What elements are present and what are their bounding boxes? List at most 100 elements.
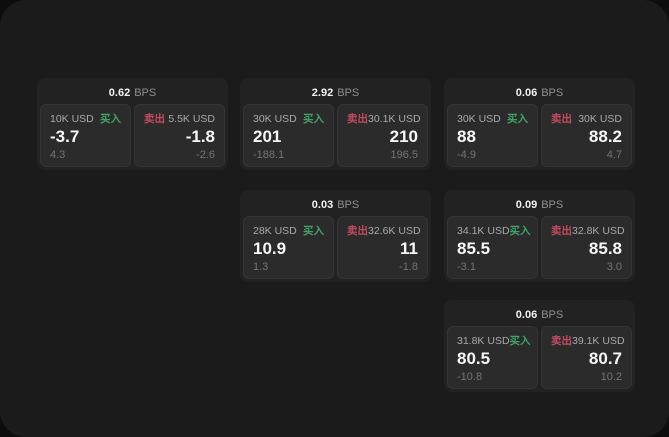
sell-tag: 卖出 [347, 225, 368, 237]
sell-price: 85.8 [588, 239, 622, 258]
buy-price: 10.9 [253, 239, 287, 258]
buy-price: 201 [253, 127, 282, 146]
bps-header: 0.03 BPS [243, 193, 428, 216]
buy-amount: 31.8K USD [457, 335, 510, 347]
buy-pane-top: 30K USD 买入 [253, 111, 324, 126]
sell-delta: -1.8 [399, 261, 418, 273]
card-body: 31.8K USD 买入 80.5 -10.8 卖出 39.1K USD 80.… [447, 326, 632, 389]
buy-amount: 34.1K USD [457, 225, 510, 237]
sell-delta: 4.7 [606, 149, 622, 161]
sell-pane-top: 卖出 30K USD [551, 111, 622, 126]
buy-delta: -4.9 [457, 149, 476, 161]
buy-amount: 10K USD [50, 113, 94, 125]
bps-value: 0.09 [515, 198, 538, 211]
buy-delta: -3.1 [457, 261, 476, 273]
sell-delta: 196.5 [390, 149, 418, 161]
sell-tag: 卖出 [551, 113, 572, 125]
sell-tag: 卖出 [551, 225, 572, 237]
buy-delta: 4.3 [50, 149, 66, 161]
buy-delta: 1.3 [253, 261, 269, 273]
bps-unit-label: BPS [541, 86, 564, 99]
sell-pane-top: 卖出 32.6K USD [347, 223, 421, 238]
sell-amount: 5.5K USD [168, 113, 215, 125]
card-body: 34.1K USD 买入 85.5 -3.1 卖出 32.8K USD 85.8… [447, 216, 632, 279]
buy-amount: 30K USD [253, 113, 297, 125]
bps-value: 0.62 [108, 86, 131, 99]
bps-header: 0.06 BPS [447, 81, 632, 104]
bps-unit-label: BPS [541, 198, 564, 211]
sell-price: 88.2 [588, 127, 622, 146]
sell-pane[interactable]: 卖出 32.6K USD 11 -1.8 [337, 216, 428, 279]
buy-pane[interactable]: 30K USD 买入 88 -4.9 [447, 104, 538, 167]
buy-delta: -188.1 [253, 149, 285, 161]
bps-unit-label: BPS [541, 308, 564, 321]
sell-pane[interactable]: 卖出 39.1K USD 80.7 10.2 [541, 326, 632, 389]
sell-pane[interactable]: 卖出 5.5K USD -1.8 -2.6 [134, 104, 225, 167]
card-body: 28K USD 买入 10.9 1.3 卖出 32.6K USD 11 -1.8 [243, 216, 428, 279]
sell-pane-top: 卖出 5.5K USD [144, 111, 215, 126]
sell-pane-top: 卖出 39.1K USD [551, 333, 625, 348]
buy-pane[interactable]: 31.8K USD 买入 80.5 -10.8 [447, 326, 538, 389]
buy-pane-top: 30K USD 买入 [457, 111, 528, 126]
bps-header: 0.06 BPS [447, 303, 632, 326]
buy-pane-top: 28K USD 买入 [253, 223, 324, 238]
buy-tag: 买入 [100, 113, 121, 125]
buy-pane[interactable]: 10K USD 买入 -3.7 4.3 [40, 104, 131, 167]
quote-card: 0.09 BPS 34.1K USD 买入 85.5 -3.1 卖出 32.8K… [444, 190, 635, 282]
sell-amount: 30.1K USD [368, 113, 421, 125]
buy-delta: -10.8 [457, 371, 483, 383]
sell-amount: 32.6K USD [368, 225, 421, 237]
sell-tag: 卖出 [347, 113, 368, 125]
sell-delta: 3.0 [606, 261, 622, 273]
buy-amount: 30K USD [457, 113, 501, 125]
buy-pane[interactable]: 30K USD 买入 201 -188.1 [243, 104, 334, 167]
sell-tag: 卖出 [551, 335, 572, 347]
buy-pane-top: 10K USD 买入 [50, 111, 121, 126]
bps-header: 0.62 BPS [40, 81, 225, 104]
buy-pane-top: 31.8K USD 买入 [457, 333, 531, 348]
sell-amount: 39.1K USD [572, 335, 625, 347]
quote-card: 0.03 BPS 28K USD 买入 10.9 1.3 卖出 32.6K US… [240, 190, 431, 282]
sell-tag: 卖出 [144, 113, 165, 125]
buy-tag: 买入 [303, 225, 324, 237]
buy-price: 80.5 [457, 349, 491, 368]
sell-amount: 32.8K USD [572, 225, 625, 237]
card-body: 30K USD 买入 201 -188.1 卖出 30.1K USD 210 1… [243, 104, 428, 167]
buy-price: -3.7 [50, 127, 80, 146]
buy-pane[interactable]: 34.1K USD 买入 85.5 -3.1 [447, 216, 538, 279]
quote-card: 2.92 BPS 30K USD 买入 201 -188.1 卖出 30.1K … [240, 78, 431, 170]
sell-pane-top: 卖出 30.1K USD [347, 111, 421, 126]
buy-pane-top: 34.1K USD 买入 [457, 223, 531, 238]
bps-header: 0.09 BPS [447, 193, 632, 216]
bps-header: 2.92 BPS [243, 81, 428, 104]
sell-pane[interactable]: 卖出 32.8K USD 85.8 3.0 [541, 216, 632, 279]
bps-unit-label: BPS [134, 86, 157, 99]
bps-value: 0.06 [515, 86, 538, 99]
sell-price: 80.7 [588, 349, 622, 368]
sell-delta: -2.6 [196, 149, 215, 161]
sell-pane[interactable]: 卖出 30.1K USD 210 196.5 [337, 104, 428, 167]
buy-tag: 买入 [303, 113, 324, 125]
sell-delta: 10.2 [600, 371, 622, 383]
buy-tag: 买入 [509, 225, 531, 237]
buy-price: 88 [457, 127, 476, 146]
bps-value: 0.06 [515, 308, 538, 321]
sell-price: 11 [400, 239, 418, 258]
bps-unit-label: BPS [337, 198, 360, 211]
buy-pane[interactable]: 28K USD 买入 10.9 1.3 [243, 216, 334, 279]
card-body: 10K USD 买入 -3.7 4.3 卖出 5.5K USD -1.8 -2.… [40, 104, 225, 167]
buy-amount: 28K USD [253, 225, 297, 237]
buy-tag: 买入 [507, 113, 528, 125]
buy-tag: 买入 [509, 335, 531, 347]
sell-pane-top: 卖出 32.8K USD [551, 223, 625, 238]
sell-amount: 30K USD [578, 113, 622, 125]
quote-card: 0.06 BPS 30K USD 买入 88 -4.9 卖出 30K USD 8… [444, 78, 635, 170]
sell-pane[interactable]: 卖出 30K USD 88.2 4.7 [541, 104, 632, 167]
quote-card: 0.62 BPS 10K USD 买入 -3.7 4.3 卖出 5.5K USD… [37, 78, 228, 170]
sell-price: -1.8 [185, 127, 215, 146]
bps-value: 2.92 [311, 86, 334, 99]
sell-price: 210 [389, 127, 418, 146]
quote-card: 0.06 BPS 31.8K USD 买入 80.5 -10.8 卖出 39.1… [444, 300, 635, 392]
card-body: 30K USD 买入 88 -4.9 卖出 30K USD 88.2 4.7 [447, 104, 632, 167]
bps-unit-label: BPS [337, 86, 360, 99]
